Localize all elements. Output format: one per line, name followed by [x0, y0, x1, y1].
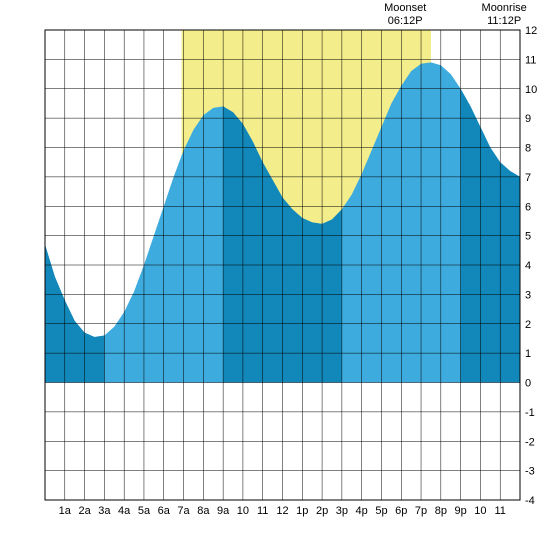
svg-text:4: 4: [525, 260, 531, 272]
svg-text:6: 6: [525, 201, 531, 213]
svg-text:7: 7: [525, 172, 531, 184]
svg-text:1: 1: [525, 348, 531, 360]
svg-text:5: 5: [525, 231, 531, 243]
svg-text:9p: 9p: [455, 505, 467, 517]
svg-text:3: 3: [525, 289, 531, 301]
svg-text:12: 12: [276, 505, 288, 517]
tide-chart: -4-3-2-101234567891011121a2a3a4a5a6a7a8a…: [0, 0, 550, 550]
svg-text:8p: 8p: [435, 505, 447, 517]
svg-text:8a: 8a: [197, 505, 210, 517]
svg-text:11: 11: [525, 54, 536, 66]
svg-text:0: 0: [525, 378, 531, 390]
svg-text:4p: 4p: [356, 505, 368, 517]
svg-text:10: 10: [525, 84, 537, 96]
svg-text:11: 11: [257, 505, 268, 517]
svg-text:2: 2: [525, 319, 531, 331]
svg-text:1p: 1p: [296, 505, 308, 517]
svg-text:-2: -2: [525, 436, 535, 448]
moonrise-title: Moonrise: [476, 2, 532, 15]
moonrise-time: 11:12P: [476, 15, 532, 28]
svg-text:2p: 2p: [316, 505, 328, 517]
svg-text:8: 8: [525, 143, 531, 155]
svg-text:7p: 7p: [415, 505, 427, 517]
svg-text:10: 10: [474, 505, 486, 517]
svg-text:9a: 9a: [217, 505, 230, 517]
svg-text:3p: 3p: [336, 505, 348, 517]
svg-text:1a: 1a: [59, 505, 72, 517]
moonset-label: Moonset 06:12P: [377, 2, 433, 28]
svg-text:9: 9: [525, 113, 531, 125]
svg-text:2a: 2a: [78, 505, 91, 517]
svg-text:5p: 5p: [375, 505, 387, 517]
svg-text:11: 11: [494, 505, 505, 517]
moonset-title: Moonset: [377, 2, 433, 15]
svg-text:6p: 6p: [395, 505, 407, 517]
svg-text:10: 10: [237, 505, 249, 517]
moonset-time: 06:12P: [377, 15, 433, 28]
svg-text:6a: 6a: [158, 505, 171, 517]
svg-text:3a: 3a: [98, 505, 111, 517]
svg-text:-3: -3: [525, 466, 535, 478]
svg-text:7a: 7a: [177, 505, 190, 517]
chart-canvas: -4-3-2-101234567891011121a2a3a4a5a6a7a8a…: [0, 0, 550, 550]
svg-text:-4: -4: [525, 495, 535, 507]
svg-text:-1: -1: [525, 407, 535, 419]
moonrise-label: Moonrise 11:12P: [476, 2, 532, 28]
svg-text:4a: 4a: [118, 505, 131, 517]
svg-text:5a: 5a: [138, 505, 151, 517]
